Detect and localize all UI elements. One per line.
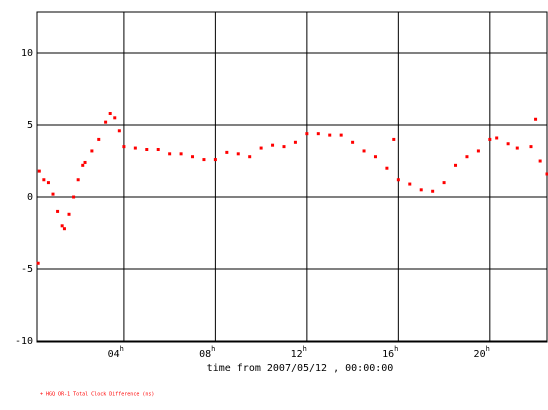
data-point [282, 145, 286, 149]
data-point [113, 116, 117, 120]
data-point [179, 152, 183, 156]
x-tick-number: 20 [474, 349, 486, 360]
x-tick-suffix: h [211, 345, 215, 353]
x-tick-label: 20h [474, 345, 490, 360]
y-tick-label: 5 [27, 120, 33, 131]
data-point [362, 149, 366, 153]
data-point [97, 137, 101, 141]
data-point [392, 137, 396, 141]
data-point [90, 149, 94, 153]
x-tick-label: 04h [108, 345, 124, 360]
y-tick-label: -5 [21, 264, 33, 275]
data-point [56, 209, 60, 213]
data-point [385, 166, 389, 170]
data-point [442, 181, 446, 185]
data-point [42, 178, 46, 182]
y-tick-label: 0 [27, 192, 33, 203]
data-point [122, 145, 126, 149]
data-point [529, 145, 533, 149]
data-point [60, 224, 64, 228]
data-point [408, 182, 412, 186]
x-tick-label: 12h [291, 345, 307, 360]
data-point [117, 129, 121, 133]
data-point [515, 146, 519, 150]
data-point [248, 155, 252, 159]
x-tick-label: 16h [382, 345, 398, 360]
data-point [213, 158, 217, 162]
data-point [37, 169, 41, 173]
data-point [145, 148, 149, 151]
x-tick-suffix: h [394, 345, 398, 353]
data-point [108, 112, 112, 116]
x-tick-suffix: h [120, 345, 124, 353]
y-tick-label: -10 [15, 336, 33, 347]
data-point [534, 117, 538, 121]
data-point [36, 261, 40, 265]
data-point [76, 178, 80, 182]
data-point [259, 146, 263, 150]
plot-frame [36, 11, 548, 343]
data-point [202, 158, 206, 162]
data-point [104, 120, 108, 124]
data-point [476, 149, 480, 153]
data-point [506, 142, 510, 146]
data-point [225, 150, 229, 154]
data-point [396, 178, 400, 182]
data-point [156, 148, 160, 151]
data-point [168, 152, 172, 156]
data-point [538, 159, 542, 163]
data-point [236, 152, 240, 156]
data-point [305, 132, 309, 136]
data-point [351, 140, 355, 144]
legend: + HGQ OR-1 Total Clock Difference (ns) [40, 392, 154, 398]
data-point [83, 160, 87, 164]
x-tick-suffix: h [303, 345, 307, 353]
x-tick-number: 08 [199, 349, 211, 360]
data-point [495, 136, 499, 140]
x-tick-suffix: h [486, 345, 490, 353]
data-point [67, 212, 71, 216]
data-point [454, 163, 458, 167]
data-point [419, 188, 423, 192]
data-point [328, 133, 332, 137]
data-point [81, 163, 85, 167]
data-point [191, 155, 195, 159]
data-point [62, 227, 66, 231]
x-axis-label: time from 2007/05/12 , 00:00:00 [207, 363, 394, 374]
x-tick-number: 16 [382, 349, 394, 360]
data-point [51, 192, 55, 196]
x-tick-number: 04 [108, 349, 120, 360]
data-point [339, 133, 343, 137]
data-point [488, 137, 492, 141]
data-point [271, 143, 275, 147]
data-point [373, 155, 377, 159]
data-point [72, 195, 76, 199]
x-tick-number: 12 [291, 349, 303, 360]
data-point [133, 146, 137, 150]
y-tick-label: 10 [21, 48, 33, 59]
data-point [316, 132, 320, 136]
data-point [46, 181, 50, 185]
data-point [293, 140, 297, 144]
data-point [465, 155, 469, 159]
data-point [545, 172, 548, 176]
x-tick-label: 08h [199, 345, 215, 360]
data-point [431, 189, 435, 193]
